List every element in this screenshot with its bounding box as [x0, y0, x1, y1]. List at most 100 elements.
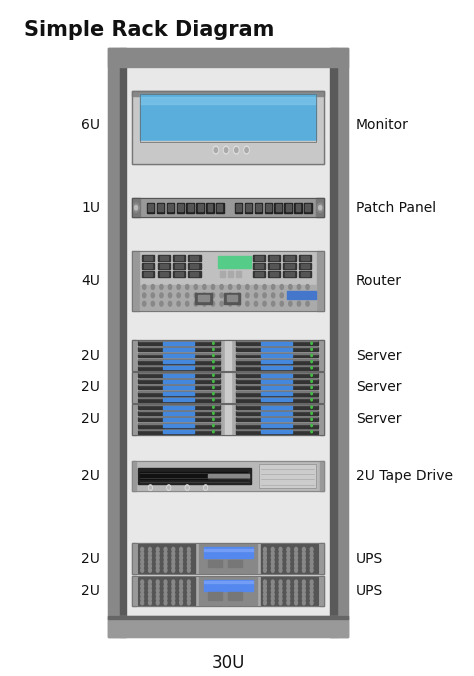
- Circle shape: [302, 584, 305, 588]
- Circle shape: [213, 146, 219, 154]
- Bar: [283, 256, 296, 261]
- Bar: [283, 263, 296, 269]
- Circle shape: [237, 301, 240, 306]
- Bar: [261, 341, 292, 345]
- Bar: [225, 372, 231, 403]
- Circle shape: [311, 354, 312, 357]
- Circle shape: [271, 560, 274, 564]
- Text: 30U: 30U: [211, 654, 245, 672]
- Circle shape: [164, 568, 167, 573]
- Bar: [190, 272, 199, 276]
- Circle shape: [148, 588, 151, 592]
- Circle shape: [141, 564, 144, 568]
- Circle shape: [310, 552, 313, 556]
- Circle shape: [271, 588, 274, 592]
- Circle shape: [213, 348, 214, 350]
- Text: UPS: UPS: [356, 584, 383, 598]
- Bar: [316, 199, 324, 217]
- Bar: [188, 263, 201, 269]
- Bar: [132, 199, 140, 217]
- Bar: [261, 412, 292, 415]
- Bar: [156, 203, 164, 213]
- Bar: [163, 374, 194, 377]
- Circle shape: [187, 552, 190, 556]
- Text: Server: Server: [356, 349, 401, 362]
- Circle shape: [264, 584, 266, 588]
- Circle shape: [177, 301, 180, 306]
- Circle shape: [271, 584, 274, 588]
- Bar: [163, 360, 194, 363]
- Bar: [138, 411, 220, 415]
- Bar: [132, 340, 324, 371]
- Circle shape: [156, 584, 159, 588]
- Bar: [132, 372, 324, 403]
- Circle shape: [164, 560, 167, 564]
- Bar: [163, 392, 194, 395]
- Bar: [237, 354, 318, 358]
- Bar: [132, 404, 324, 435]
- Circle shape: [211, 301, 215, 306]
- Bar: [225, 340, 231, 371]
- Circle shape: [172, 592, 175, 597]
- Circle shape: [264, 580, 266, 584]
- Bar: [132, 460, 324, 491]
- Bar: [253, 256, 265, 261]
- Bar: [138, 405, 220, 409]
- Circle shape: [263, 285, 266, 289]
- Bar: [138, 417, 220, 421]
- Bar: [126, 67, 330, 616]
- Bar: [299, 263, 311, 269]
- Circle shape: [213, 425, 214, 427]
- Bar: [286, 204, 291, 211]
- Circle shape: [177, 285, 180, 289]
- Circle shape: [245, 147, 248, 153]
- Bar: [261, 418, 292, 421]
- Bar: [261, 406, 292, 409]
- Bar: [142, 263, 155, 269]
- Circle shape: [180, 560, 182, 564]
- Circle shape: [317, 203, 323, 212]
- Circle shape: [148, 548, 151, 552]
- Circle shape: [156, 556, 159, 560]
- Circle shape: [302, 552, 305, 556]
- Bar: [237, 360, 318, 364]
- Circle shape: [311, 360, 312, 363]
- Circle shape: [279, 556, 282, 560]
- Circle shape: [180, 556, 182, 560]
- Circle shape: [213, 412, 214, 414]
- Bar: [173, 256, 185, 261]
- Bar: [132, 576, 136, 606]
- Circle shape: [279, 568, 282, 573]
- Circle shape: [141, 588, 144, 592]
- Circle shape: [156, 601, 159, 605]
- Circle shape: [263, 301, 266, 306]
- Bar: [218, 256, 251, 268]
- Circle shape: [220, 285, 223, 289]
- Circle shape: [194, 301, 198, 306]
- Circle shape: [187, 588, 190, 592]
- Circle shape: [310, 556, 313, 560]
- Circle shape: [151, 293, 155, 297]
- Circle shape: [205, 486, 207, 489]
- Bar: [200, 577, 257, 605]
- Bar: [237, 347, 318, 352]
- Bar: [220, 271, 225, 276]
- Bar: [144, 256, 153, 260]
- Circle shape: [141, 548, 144, 552]
- Bar: [138, 341, 220, 345]
- Bar: [227, 295, 237, 301]
- Circle shape: [311, 393, 312, 395]
- Bar: [138, 430, 220, 433]
- Circle shape: [203, 301, 206, 306]
- Bar: [268, 256, 280, 261]
- Circle shape: [310, 580, 313, 584]
- Circle shape: [164, 556, 167, 560]
- Circle shape: [187, 596, 190, 601]
- Bar: [163, 347, 194, 351]
- Bar: [178, 204, 182, 211]
- Circle shape: [311, 380, 312, 383]
- Bar: [132, 199, 324, 217]
- Circle shape: [302, 568, 305, 573]
- Bar: [294, 203, 301, 213]
- Circle shape: [213, 366, 214, 369]
